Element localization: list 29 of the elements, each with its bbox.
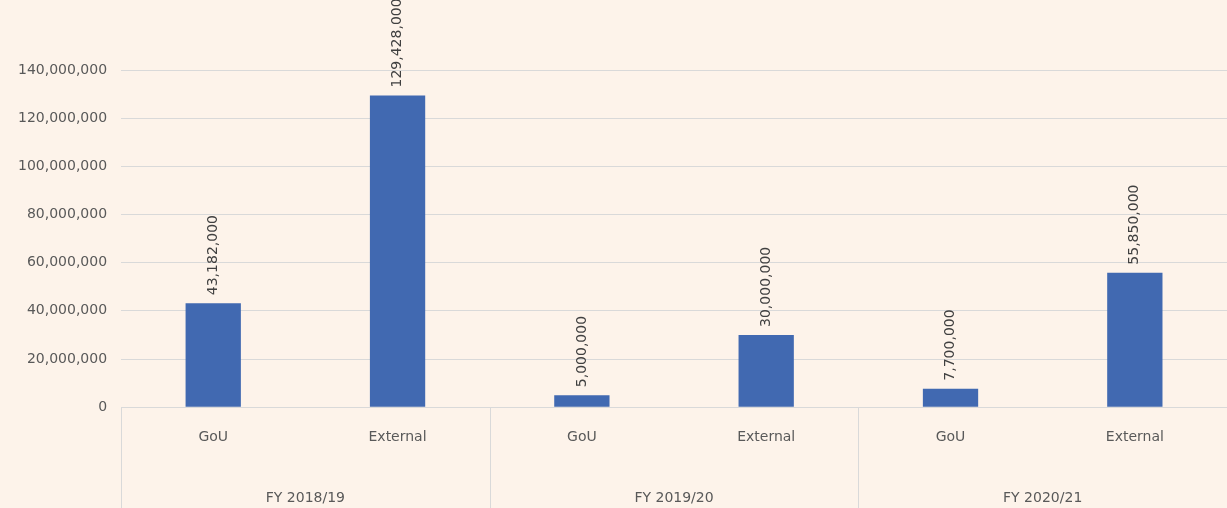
bar xyxy=(1107,272,1163,407)
y-tick-label: 120,000,000 xyxy=(17,108,108,125)
text: FY 2019/20 xyxy=(634,488,714,505)
data-label: 30,000,000 xyxy=(756,246,773,327)
y-tick-label: 80,000,000 xyxy=(26,205,108,222)
data-label: 43,182,000 xyxy=(203,215,220,296)
bar xyxy=(554,395,610,407)
y-tick-label: 60,000,000 xyxy=(26,253,108,270)
y-tick-label: 40,000,000 xyxy=(26,301,108,318)
data-label: 129,428,000 xyxy=(388,0,405,88)
x-tick-label: GoU xyxy=(198,428,229,445)
x-tick-label: External xyxy=(1105,428,1164,445)
y-tick-label: 100,000,000 xyxy=(17,156,108,173)
text: FY 2018/19 xyxy=(265,488,345,505)
x-tick-label: External xyxy=(737,428,796,445)
bar xyxy=(185,303,241,407)
y-tick-label: 0 xyxy=(98,397,108,414)
x-tick-label: External xyxy=(368,428,427,445)
text: FY 2020/21 xyxy=(1003,488,1083,505)
bar xyxy=(738,334,794,407)
x-tick-label: GoU xyxy=(567,428,597,445)
x-tick-label: GoU xyxy=(935,428,966,445)
data-label: 7,700,000 xyxy=(941,309,958,381)
y-tick-label: 140,000,000 xyxy=(17,60,108,77)
bar xyxy=(922,388,979,407)
data-label: 5,000,000 xyxy=(572,315,589,388)
data-label: 55,850,000 xyxy=(1125,184,1142,265)
y-tick-label: 20,000,000 xyxy=(26,349,108,366)
bar xyxy=(369,95,426,407)
